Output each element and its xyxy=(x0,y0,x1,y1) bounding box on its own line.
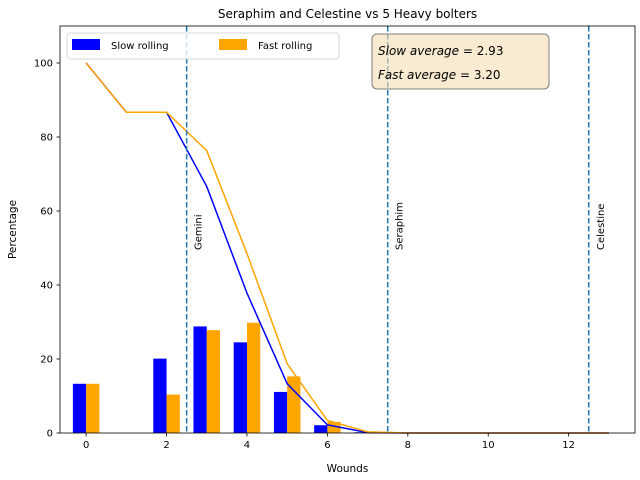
x-tick-label: 6 xyxy=(324,440,330,451)
plot-area-frame xyxy=(59,25,636,434)
bar-slow xyxy=(314,425,328,433)
legend-frame xyxy=(66,32,340,60)
legend-label-fast: Fast rolling xyxy=(258,41,312,52)
vline-label-seraphim: Seraphim xyxy=(395,202,406,250)
bar-slow xyxy=(193,326,207,433)
y-tick-label: 80 xyxy=(40,133,53,144)
bar-slow xyxy=(233,342,247,433)
bar-fast xyxy=(166,394,180,433)
y-tick-label: 60 xyxy=(40,207,53,218)
y-tick-label: 100 xyxy=(34,59,53,70)
average-annotation: Slow average = 2.93 Fast average = 3.20 xyxy=(371,33,550,90)
legend-swatch-fast xyxy=(219,39,247,50)
y-axis-label: Percentage xyxy=(7,200,19,259)
x-tick-label: 8 xyxy=(405,440,411,451)
x-tick-label: 2 xyxy=(163,440,169,451)
chart-title: Seraphim and Celestine vs 5 Heavy bolter… xyxy=(218,7,477,21)
x-tick-label: 10 xyxy=(482,440,495,451)
y-tick-label: 20 xyxy=(40,355,53,366)
bars-group xyxy=(72,322,381,433)
y-tick-label: 40 xyxy=(40,281,53,292)
bar-fast xyxy=(287,376,301,433)
legend: Slow rolling Fast rolling xyxy=(66,32,340,60)
y-ticks: 0 20 40 60 80 100 xyxy=(34,59,60,440)
fast-average-text: Fast average = 3.20 xyxy=(378,68,501,82)
x-axis-label: Wounds xyxy=(327,463,369,475)
bar-slow xyxy=(153,358,167,433)
vline-label-celestine: Celestine xyxy=(596,204,607,250)
x-tick-label: 12 xyxy=(562,440,575,451)
vlines-group: Gemini Seraphim Celestine xyxy=(185,26,607,433)
y-tick-label: 0 xyxy=(47,429,53,440)
x-tick-label: 0 xyxy=(83,440,89,451)
bar-slow xyxy=(273,391,288,433)
bar-fast xyxy=(206,330,221,433)
legend-swatch-slow xyxy=(72,39,100,50)
x-tick-label: 4 xyxy=(244,440,250,451)
bar-fast xyxy=(327,421,341,433)
slow-average-text: Slow average = 2.93 xyxy=(378,44,503,58)
bar-fast xyxy=(86,383,100,433)
x-ticks: 0 2 4 6 8 10 12 xyxy=(83,433,575,451)
vline-label-gemini: Gemini xyxy=(194,214,205,250)
bar-fast xyxy=(246,322,261,433)
bar-slow xyxy=(72,383,87,433)
average-box xyxy=(371,33,550,90)
legend-label-slow: Slow rolling xyxy=(111,41,169,52)
